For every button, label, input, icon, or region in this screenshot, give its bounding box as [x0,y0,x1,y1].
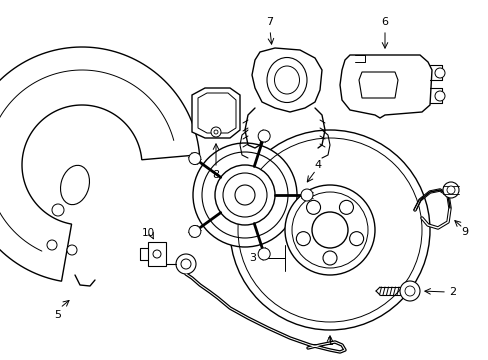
Polygon shape [251,48,321,112]
Circle shape [285,185,374,275]
Text: 2: 2 [448,287,456,297]
Circle shape [153,250,161,258]
Circle shape [193,143,296,247]
Circle shape [258,248,269,260]
Text: 6: 6 [381,17,387,27]
Circle shape [52,204,64,216]
Circle shape [349,231,363,246]
Ellipse shape [274,66,299,94]
Polygon shape [0,47,199,281]
Text: 4: 4 [314,160,321,170]
Circle shape [446,186,454,194]
Polygon shape [358,72,397,98]
Ellipse shape [266,58,306,103]
Text: 8: 8 [212,170,219,180]
Text: 7: 7 [266,17,273,27]
Circle shape [434,91,444,101]
Circle shape [215,165,274,225]
Circle shape [306,201,320,214]
Ellipse shape [61,165,89,204]
Circle shape [235,185,254,205]
Circle shape [434,68,444,78]
Circle shape [47,240,57,250]
Bar [148,242,165,266]
Circle shape [214,130,218,134]
Circle shape [67,245,77,255]
Circle shape [258,130,269,142]
Circle shape [181,259,191,269]
Polygon shape [192,88,240,138]
Circle shape [399,281,419,301]
Text: 3: 3 [249,253,256,263]
Circle shape [311,212,347,248]
Text: 1: 1 [326,337,333,347]
Circle shape [323,251,336,265]
Polygon shape [339,55,431,118]
Circle shape [296,231,310,246]
Circle shape [339,201,353,214]
Circle shape [188,153,201,165]
Text: 9: 9 [461,227,468,237]
Circle shape [210,127,221,137]
Circle shape [301,189,312,201]
Circle shape [188,225,201,238]
Text: 10: 10 [141,228,154,238]
Text: 5: 5 [54,310,61,320]
Circle shape [404,286,414,296]
Circle shape [229,130,429,330]
Circle shape [176,254,196,274]
Circle shape [442,182,458,198]
